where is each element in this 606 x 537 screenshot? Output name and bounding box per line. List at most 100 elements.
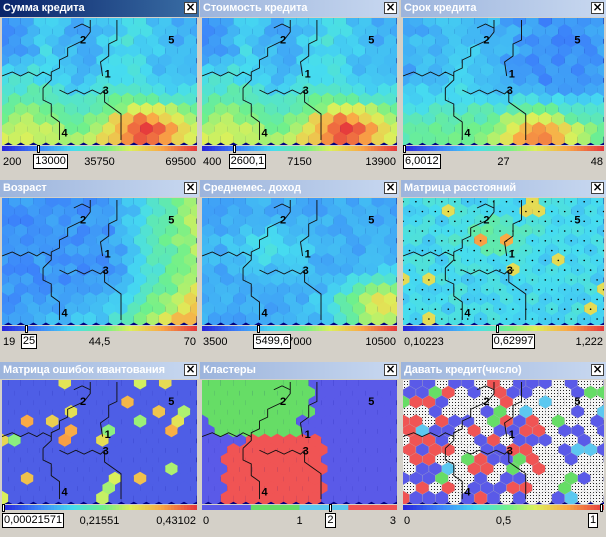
hex-cell <box>177 405 191 420</box>
colorbar-segment <box>302 326 307 331</box>
value-slider[interactable] <box>2 504 5 512</box>
hex-cell <box>33 233 46 248</box>
current-value-field[interactable]: 13000 <box>33 154 68 169</box>
current-value-field[interactable]: 5499,6 <box>253 334 292 349</box>
close-button[interactable]: × <box>184 363 197 376</box>
colorbar-segment <box>506 326 511 331</box>
current-value-field[interactable]: 6,0012 <box>403 154 441 169</box>
cluster-boundary <box>476 203 495 209</box>
hex-cell <box>352 462 366 477</box>
current-value-field[interactable]: 2 <box>325 513 336 528</box>
colorbar-segment <box>312 326 317 331</box>
close-button[interactable]: × <box>184 181 197 194</box>
colorbar-segment <box>361 326 366 331</box>
hex-cell <box>321 452 334 468</box>
titlebar[interactable]: Давать кредит(число) × <box>401 362 606 379</box>
colorbar-segment <box>433 146 438 151</box>
colorbar-segment <box>93 146 97 151</box>
titlebar[interactable]: Возраст × <box>0 180 199 197</box>
titlebar[interactable]: Среднемес. доход × <box>200 180 399 197</box>
close-button[interactable]: × <box>384 181 397 194</box>
colorbar-segment <box>423 326 428 331</box>
hex-cell <box>500 33 513 49</box>
hex-cell <box>239 385 253 401</box>
current-value-field[interactable]: 0,62997 <box>491 334 536 349</box>
close-button[interactable]: × <box>384 363 397 376</box>
hex-cell <box>377 204 391 219</box>
value-slider[interactable] <box>403 145 406 153</box>
value-slider[interactable] <box>600 504 603 512</box>
cluster-boundary <box>100 200 118 257</box>
hex-cell <box>108 73 122 88</box>
hex-cell <box>102 24 115 39</box>
neuron-dot <box>408 308 411 310</box>
colorbar-segment <box>446 146 451 151</box>
value-slider[interactable] <box>24 325 28 333</box>
hex-cell <box>403 82 416 98</box>
colorbar-segment <box>177 505 182 510</box>
hex-cell <box>271 414 284 429</box>
titlebar[interactable]: Сумма кредита × <box>0 0 199 17</box>
hex-cell <box>184 471 197 487</box>
colorbar-segment <box>380 326 385 331</box>
colorbar-segment <box>241 326 245 331</box>
current-value-field[interactable]: 25 <box>20 334 38 349</box>
hex-cell <box>340 102 353 117</box>
close-button[interactable]: × <box>184 1 197 14</box>
titlebar[interactable]: Матрица расстояний × <box>401 180 606 197</box>
colorbar-segment <box>132 505 136 510</box>
colorbar-segment <box>563 326 568 331</box>
current-value-field[interactable]: 1 <box>588 513 599 528</box>
colorbar-segment <box>128 326 133 331</box>
hex-cell <box>27 121 40 137</box>
colorbar-segment <box>490 505 495 510</box>
hex-cell <box>435 33 449 49</box>
titlebar[interactable]: Матрица ошибок квантования × <box>0 362 199 379</box>
hex-cell <box>165 243 178 258</box>
hex-cell <box>152 424 166 439</box>
hex-cell <box>171 92 184 107</box>
close-button[interactable]: × <box>384 1 397 14</box>
hex-cell <box>115 385 128 401</box>
hex-cell <box>506 102 520 118</box>
value-slider[interactable] <box>329 504 333 512</box>
titlebar[interactable]: Кластеры × <box>200 362 399 379</box>
value-slider[interactable] <box>257 325 261 333</box>
hex-cell <box>171 292 184 307</box>
close-button[interactable]: × <box>591 1 604 14</box>
hex-cell <box>365 262 378 278</box>
hex-cell <box>365 462 378 477</box>
colorbar-segment <box>426 146 431 151</box>
hex-cell <box>506 82 520 98</box>
titlebar[interactable]: Стоимость кредита × <box>200 0 399 17</box>
close-button[interactable]: × <box>591 181 604 194</box>
value-slider[interactable] <box>37 145 41 153</box>
current-value-field[interactable]: 0,00021571 <box>2 513 65 528</box>
current-value-field[interactable]: 2600,1 <box>228 154 267 169</box>
value-slider[interactable] <box>232 145 236 153</box>
hex-cell <box>45 253 59 268</box>
titlebar[interactable]: Срок кредита × <box>401 0 606 17</box>
close-button[interactable]: × <box>591 363 604 376</box>
hex-cell <box>58 73 71 88</box>
value-slider[interactable] <box>495 325 499 333</box>
scale-max: 1,222 <box>575 336 603 348</box>
